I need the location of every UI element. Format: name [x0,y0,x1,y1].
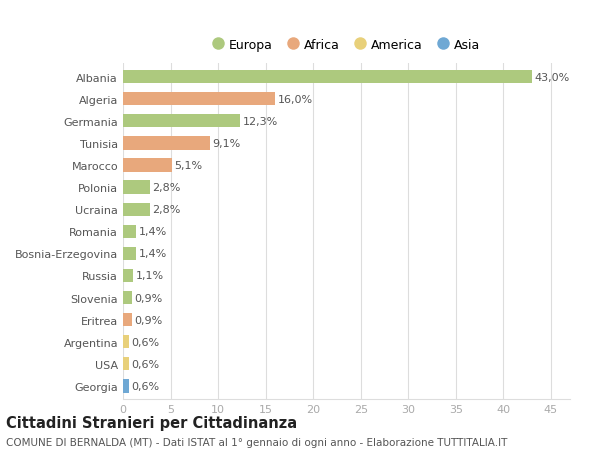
Bar [123,358,129,371]
Text: 16,0%: 16,0% [278,95,313,105]
Bar [123,313,131,327]
Text: 1,4%: 1,4% [139,249,167,259]
Bar [123,115,240,128]
Text: 2,8%: 2,8% [152,183,181,193]
Text: 5,1%: 5,1% [175,161,202,171]
Text: 9,1%: 9,1% [212,139,241,149]
Bar [123,93,275,106]
Text: 2,8%: 2,8% [152,205,181,215]
Bar [123,380,129,393]
Text: COMUNE DI BERNALDA (MT) - Dati ISTAT al 1° gennaio di ogni anno - Elaborazione T: COMUNE DI BERNALDA (MT) - Dati ISTAT al … [6,437,508,447]
Bar [123,291,131,304]
Text: 1,1%: 1,1% [136,271,164,281]
Bar [123,247,136,260]
Bar [123,336,129,349]
Bar [123,225,136,238]
Text: 0,6%: 0,6% [131,381,160,391]
Bar [123,159,172,172]
Text: 0,6%: 0,6% [131,337,160,347]
Bar [123,203,149,216]
Text: 0,9%: 0,9% [134,293,163,303]
Bar [123,181,149,194]
Text: 12,3%: 12,3% [243,117,278,127]
Legend: Europa, Africa, America, Asia: Europa, Africa, America, Asia [210,37,483,55]
Text: 0,9%: 0,9% [134,315,163,325]
Text: 1,4%: 1,4% [139,227,167,237]
Bar [123,137,209,150]
Bar [123,71,532,84]
Text: 0,6%: 0,6% [131,359,160,369]
Text: 43,0%: 43,0% [535,73,570,83]
Bar [123,269,133,282]
Text: Cittadini Stranieri per Cittadinanza: Cittadini Stranieri per Cittadinanza [6,415,297,431]
